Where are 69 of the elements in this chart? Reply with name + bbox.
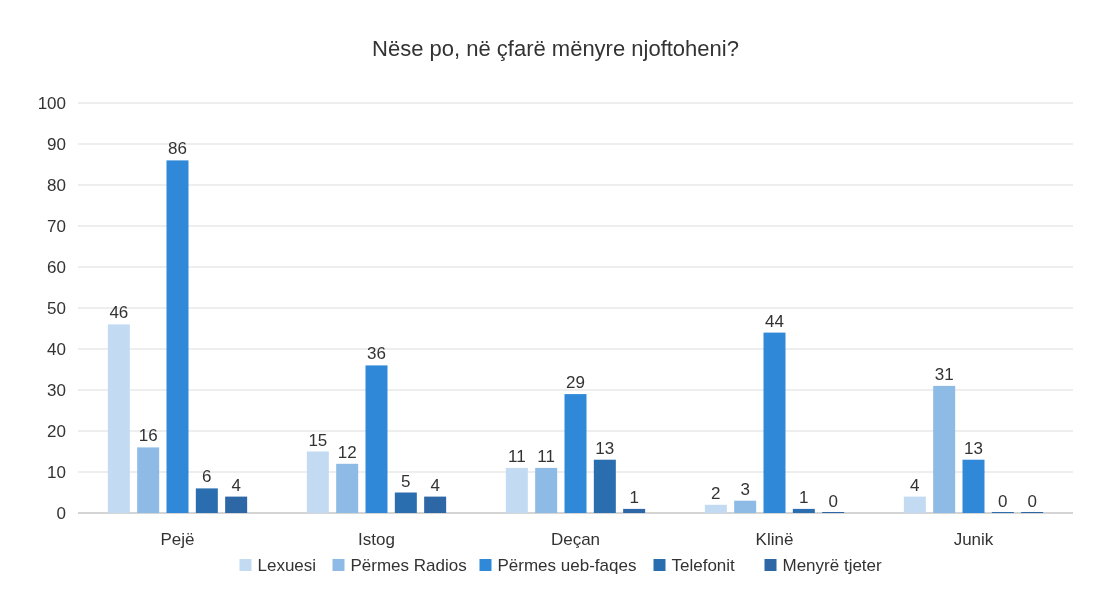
y-tick-label: 80 — [47, 176, 66, 195]
bar — [933, 385, 956, 513]
y-tick-label: 10 — [47, 463, 66, 482]
data-label: 86 — [168, 139, 187, 159]
data-label: 4 — [430, 475, 440, 495]
data-label: 12 — [337, 442, 357, 462]
x-tick-label: Klinë — [755, 530, 794, 549]
bar — [734, 500, 757, 513]
y-tick-label: 20 — [47, 422, 66, 441]
x-tick-label: Pejë — [160, 530, 195, 549]
data-label: 4 — [910, 475, 920, 495]
data-label: 2 — [711, 483, 721, 503]
data-label: 5 — [401, 471, 411, 491]
bar — [107, 324, 130, 513]
data-label: 1 — [799, 487, 809, 507]
y-tick-label: 40 — [47, 340, 66, 359]
bar — [962, 459, 985, 513]
data-label: 4 — [231, 475, 241, 495]
data-label: 15 — [308, 430, 328, 450]
data-label: 31 — [934, 364, 954, 384]
bar — [365, 365, 388, 513]
bar — [535, 467, 558, 513]
data-label: 3 — [740, 479, 750, 499]
data-label: 6 — [202, 467, 212, 487]
data-label: 13 — [964, 438, 983, 458]
bar — [593, 459, 616, 513]
data-label: 0 — [828, 492, 838, 511]
data-label: 36 — [367, 344, 386, 364]
legend-label: Lexuesi — [257, 556, 317, 575]
data-label: 1 — [629, 487, 639, 507]
x-tick-label: Junik — [953, 530, 994, 549]
bar — [792, 508, 815, 513]
bar — [424, 496, 447, 513]
bar — [763, 332, 786, 513]
data-label: 44 — [765, 311, 784, 331]
bar — [336, 463, 359, 513]
bar — [564, 394, 587, 513]
y-tick-label: 70 — [47, 217, 66, 236]
bar — [704, 504, 727, 513]
bar — [225, 496, 248, 513]
bar — [394, 492, 417, 513]
y-tick-label: 0 — [56, 504, 66, 523]
y-tick-label: 90 — [47, 135, 66, 154]
data-label: 0 — [998, 492, 1008, 511]
legend-label: Përmes ueb-faqes — [497, 556, 637, 575]
bar — [195, 488, 218, 513]
x-tick-label: Deçan — [550, 530, 601, 549]
data-label: 11 — [537, 446, 555, 466]
chart-title: Nëse po, në çfarë mënyre njoftoheni? — [372, 36, 739, 61]
bar — [903, 496, 926, 513]
bar — [166, 160, 189, 513]
y-tick-label: 50 — [47, 299, 66, 318]
y-tick-label: 60 — [47, 258, 66, 277]
data-label: 46 — [109, 303, 129, 323]
x-tick-label: Istog — [358, 530, 395, 549]
data-label: 0 — [1027, 492, 1037, 511]
legend-label: Përmes Radios — [350, 556, 467, 575]
bar — [505, 467, 528, 513]
data-label: 13 — [595, 438, 615, 458]
legend-label: Menyrë tjeter — [782, 556, 883, 575]
data-label: 29 — [566, 373, 585, 393]
data-label: 16 — [138, 426, 158, 446]
legend-label: Telefonit — [671, 556, 736, 575]
bar — [137, 447, 160, 513]
y-tick-label: 100 — [37, 94, 66, 113]
bar — [306, 451, 329, 513]
bar — [623, 508, 646, 513]
y-tick-label: 30 — [47, 381, 66, 400]
data-label: 11 — [508, 446, 526, 466]
